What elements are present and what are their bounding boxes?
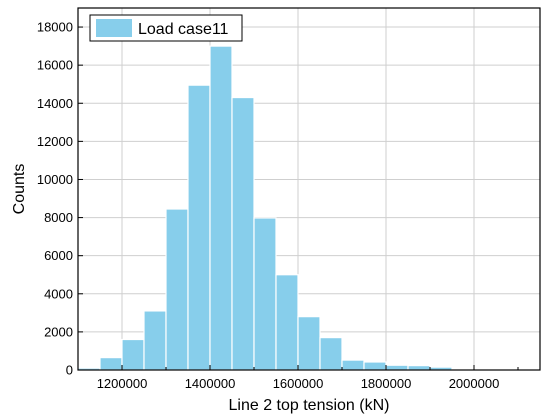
histogram-bar xyxy=(297,316,321,371)
y-tick-label: 2000 xyxy=(44,324,73,339)
x-tick-label: 2000000 xyxy=(449,376,500,391)
histogram-bar xyxy=(275,274,299,371)
histogram-bar xyxy=(121,338,145,371)
y-tick-label: 6000 xyxy=(44,248,73,263)
x-tick-label: 1200000 xyxy=(97,376,148,391)
y-tick-label: 8000 xyxy=(44,210,73,225)
histogram-bar xyxy=(187,84,211,371)
histogram-bar xyxy=(165,208,189,371)
histogram-bar xyxy=(385,364,409,371)
histogram-bar xyxy=(319,337,343,371)
legend: Load case11 xyxy=(89,14,243,42)
y-tick-label: 12000 xyxy=(37,134,73,149)
y-tick-label: 18000 xyxy=(37,20,73,35)
histogram-bar xyxy=(341,359,365,371)
legend-label: Load case11 xyxy=(138,21,229,38)
x-axis-title: Line 2 top tension (kN) xyxy=(229,397,390,414)
x-axis-ticks: 1200000 1400000 1600000 1800000 2000000 xyxy=(77,365,519,391)
histogram-bar xyxy=(143,310,167,371)
x-tick-label: 1800000 xyxy=(361,376,412,391)
y-tick-label: 4000 xyxy=(44,286,73,301)
histogram-bar xyxy=(231,96,255,371)
y-tick-label: 10000 xyxy=(37,172,73,187)
y-axis-ticks: 0 2000 4000 6000 8000 10000 12000 14000 16000 180… xyxy=(37,20,83,378)
histogram-bar xyxy=(253,217,277,371)
legend-swatch xyxy=(96,19,132,37)
histogram-bars xyxy=(77,45,475,371)
plot-frame xyxy=(77,7,541,371)
histogram-bar xyxy=(99,357,123,371)
y-tick-label: 0 xyxy=(66,363,73,378)
y-tick-label: 16000 xyxy=(37,58,73,73)
histogram-bar xyxy=(209,45,233,371)
x-tick-label: 1400000 xyxy=(185,376,236,391)
y-tick-label: 14000 xyxy=(37,96,73,111)
histogram-bar xyxy=(363,361,387,371)
x-tick-label: 1600000 xyxy=(273,376,324,391)
histogram-bar xyxy=(407,365,431,371)
y-axis-title: Counts xyxy=(11,164,28,215)
